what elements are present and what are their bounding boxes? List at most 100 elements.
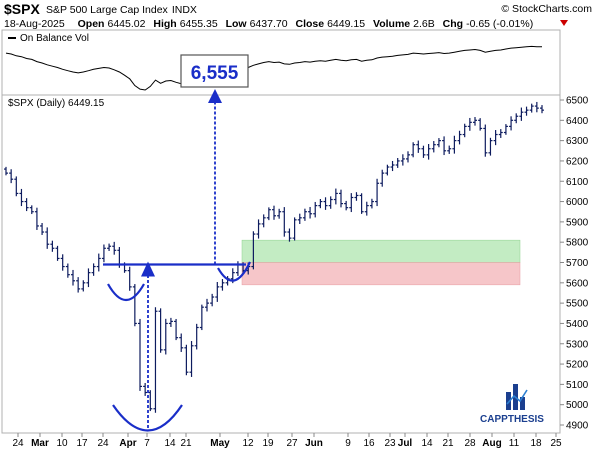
ohlc-bar bbox=[153, 307, 158, 413]
ohlc-bar bbox=[514, 113, 519, 124]
ohlc-bar bbox=[50, 240, 55, 252]
open-value: 6445.02 bbox=[107, 18, 145, 30]
ohlc-bar bbox=[81, 280, 86, 292]
ohlc-bar bbox=[96, 253, 101, 272]
ohlc-bar bbox=[184, 344, 189, 376]
y-tick-label: 5000 bbox=[566, 400, 589, 411]
ohlc-bar bbox=[40, 223, 45, 235]
ohlc-bar bbox=[19, 188, 24, 207]
ohlc-bar bbox=[189, 341, 194, 377]
down-arrow-icon bbox=[560, 20, 568, 26]
cappthesis-logo: CAPPTHESIS bbox=[480, 384, 544, 425]
green-zone bbox=[241, 239, 521, 263]
ohlc-bar bbox=[328, 196, 333, 209]
ohlc-bar bbox=[34, 207, 39, 230]
ohlc-bar bbox=[457, 130, 462, 145]
ohlc-bar bbox=[45, 227, 50, 249]
x-tick-label: 11 bbox=[509, 438, 520, 449]
logo-bar-1 bbox=[506, 392, 511, 410]
ohlc-bar bbox=[447, 145, 452, 154]
x-tick-label: 10 bbox=[56, 438, 68, 449]
ohlc-bar bbox=[540, 105, 544, 114]
ohlc-bar bbox=[390, 160, 395, 172]
measured-move-arrow-icon bbox=[141, 261, 155, 277]
ohlc-bar bbox=[277, 208, 282, 219]
ohlc-bar bbox=[483, 124, 488, 157]
ohlc-bar bbox=[29, 205, 34, 215]
y-tick-label: 6100 bbox=[566, 177, 589, 188]
ohlc-bar bbox=[421, 145, 426, 158]
exchange-label: INDX bbox=[172, 4, 197, 16]
x-tick-label: 14 bbox=[421, 438, 433, 449]
ohlc-bar bbox=[127, 266, 132, 291]
ohlc-bar bbox=[473, 117, 477, 126]
obv-series-line bbox=[5, 45, 542, 91]
ohlc-bar bbox=[488, 137, 493, 156]
logo-trend-line bbox=[506, 389, 528, 405]
ohlc-bar bbox=[65, 263, 70, 278]
ohlc-bar bbox=[261, 214, 266, 228]
x-tick-label: 23 bbox=[384, 438, 396, 449]
ohlc-bar bbox=[385, 164, 390, 176]
ohlc-bar bbox=[91, 263, 96, 276]
x-tick-label: 17 bbox=[76, 438, 88, 449]
target-label: 6,555 bbox=[191, 63, 239, 84]
ohlc-bar bbox=[168, 317, 173, 327]
ohlc-bar bbox=[174, 318, 179, 341]
x-tick-label: 21 bbox=[180, 438, 192, 449]
quote-date: 18-Aug-2025 bbox=[4, 18, 65, 30]
y-tick-label: 5400 bbox=[566, 319, 589, 330]
obv-legend: On Balance Vol bbox=[20, 33, 89, 44]
x-tick-label: 18 bbox=[530, 438, 542, 449]
x-tick-label: 25 bbox=[550, 438, 562, 449]
x-tick-label: 7 bbox=[144, 438, 150, 449]
target-arrow-icon bbox=[208, 89, 222, 103]
x-tick-label: Apr bbox=[119, 438, 136, 449]
x-tick-label: 21 bbox=[442, 438, 454, 449]
logo-bar-3 bbox=[520, 397, 525, 410]
ohlc-bar bbox=[158, 308, 163, 353]
ohlc-bar bbox=[179, 333, 184, 352]
y-tick-label: 5200 bbox=[566, 360, 589, 371]
ohlc-bar bbox=[524, 106, 529, 116]
ohlc-bar bbox=[416, 140, 421, 153]
ohlc-bar bbox=[493, 130, 498, 146]
ohlc-bar bbox=[282, 207, 287, 237]
ohlc-bar bbox=[349, 193, 354, 213]
ohlc-bar bbox=[215, 282, 220, 302]
ohlc-bar bbox=[132, 284, 137, 327]
target-label-box bbox=[180, 54, 249, 88]
ohlc-bar bbox=[143, 382, 148, 396]
ohlc-bar bbox=[503, 124, 508, 135]
ohlc-bar bbox=[354, 192, 359, 201]
x-tick-label: May bbox=[210, 438, 230, 449]
y-tick-label: 4900 bbox=[566, 421, 589, 432]
ohlc-bar bbox=[302, 208, 307, 221]
ohlc-bar bbox=[256, 219, 261, 239]
ohlc-bar bbox=[534, 101, 539, 113]
index-name: S&P 500 Large Cap Index INDX bbox=[46, 4, 197, 16]
y-tick-label: 5700 bbox=[566, 258, 589, 269]
ohlc-bar bbox=[364, 201, 369, 216]
x-tick-label: Mar bbox=[31, 438, 49, 449]
ohlc-bar bbox=[266, 207, 271, 221]
y-tick-label: 5500 bbox=[566, 299, 589, 310]
ohlc-bar bbox=[107, 243, 112, 251]
price-legend: $SPX (Daily) 6449.15 bbox=[8, 98, 105, 109]
ohlc-bar bbox=[519, 107, 524, 121]
ohlc-bar bbox=[369, 198, 374, 209]
ohlc-bar bbox=[272, 205, 276, 220]
ohlc-bar bbox=[426, 143, 431, 160]
ohlc-bar bbox=[55, 245, 60, 261]
ohlc-bar bbox=[210, 293, 215, 307]
y-tick-label: 5100 bbox=[566, 380, 589, 391]
y-tick-label: 5900 bbox=[566, 217, 589, 228]
ohlc-bar bbox=[333, 188, 338, 205]
x-tick-label: 14 bbox=[164, 438, 176, 449]
quote-line: 18-Aug-2025 Open 6445.02 High 6455.35 Low 6… bbox=[4, 18, 533, 30]
x-axis: 24 Mar 10 17 24 Apr 7 14 21 May 12 19 27 Jun 9 16 23 Jul 1… bbox=[12, 433, 562, 449]
ohlc-bar bbox=[509, 116, 514, 131]
ohlc-bar bbox=[400, 154, 405, 166]
index-fullname: S&P 500 Large Cap Index bbox=[46, 4, 169, 16]
